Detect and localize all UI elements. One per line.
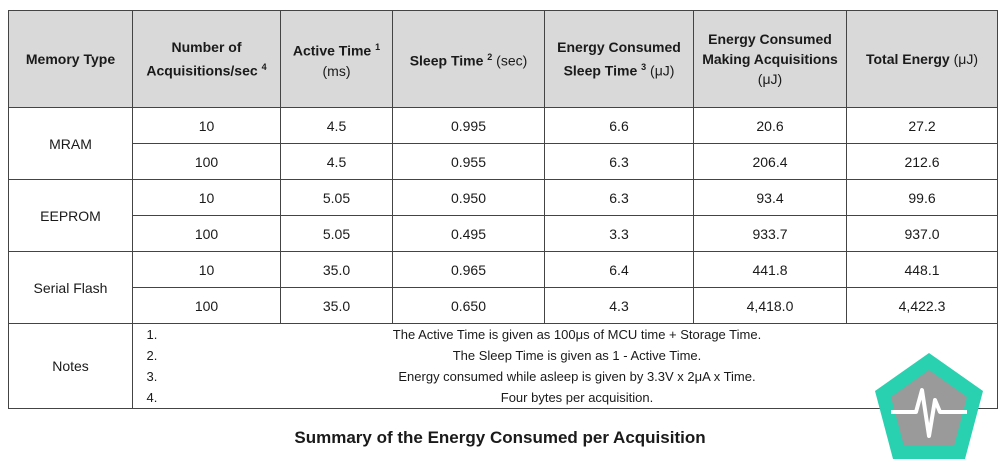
table-cell: 10: [132, 107, 281, 144]
table-cell: 5.05: [280, 215, 393, 252]
table-row: 100 5.05 0.495 3.3 933.7 937.0: [9, 215, 998, 252]
table-cell: 0.965: [392, 251, 545, 288]
table-row: Serial Flash 10 35.0 0.965 6.4 441.8 448.1: [8, 251, 998, 324]
table-cell: 6.4: [544, 251, 694, 288]
table-cell: 0.995: [392, 107, 545, 144]
note-item: Energy consumed while asleep is given by…: [161, 366, 993, 387]
table-cell: 6.6: [544, 107, 694, 144]
header-sleep-time: Sleep Time 2 (sec): [392, 10, 545, 108]
header-active-time: Active Time 1 (ms): [280, 10, 393, 108]
table-cell: 10: [132, 179, 281, 216]
table-cell: 93.4: [693, 179, 847, 216]
table-caption: Summary of the Energy Consumed per Acqui…: [294, 428, 706, 447]
table-cell: 27.2: [846, 107, 998, 144]
energy-table: Memory Type Number of Acquisitions/sec 4…: [8, 10, 998, 409]
table-cell: 10: [132, 251, 281, 288]
table-cell: 0.650: [392, 287, 545, 324]
table-cell: 0.495: [392, 215, 545, 252]
note-item: The Sleep Time is given as 1 - Active Ti…: [161, 345, 993, 366]
table-cell: 0.950: [392, 179, 545, 216]
header-memory-type: Memory Type: [8, 10, 133, 108]
header-acquisitions: Number of Acquisitions/sec 4: [132, 10, 281, 108]
memory-type-cell: EEPROM: [8, 179, 133, 252]
table-cell: 5.05: [280, 179, 393, 216]
notes-row: Notes The Active Time is given as 100μs o…: [8, 323, 998, 409]
notes-cell: The Active Time is given as 100μs of MCU…: [132, 323, 998, 409]
table-cell: 3.3: [544, 215, 694, 252]
table-cell: 448.1: [846, 251, 998, 288]
table-cell: 933.7: [693, 215, 847, 252]
table-cell: 4,418.0: [693, 287, 847, 324]
heartbeat-pentagon-icon: [875, 353, 983, 459]
table-cell: 4.3: [544, 287, 694, 324]
table-cell: 100: [132, 143, 281, 180]
note-item: The Active Time is given as 100μs of MCU…: [161, 324, 993, 345]
table-row: MRAM 10 4.5 0.995 6.6 20.6 27.2: [8, 107, 998, 180]
header-row: Memory Type Number of Acquisitions/sec 4…: [8, 10, 998, 108]
table-cell: 20.6: [693, 107, 847, 144]
notes-label: Notes: [8, 323, 133, 409]
table-cell: 4,422.3: [846, 287, 998, 324]
header-energy-sleep: Energy Consumed Sleep Time 3 (μJ): [544, 10, 694, 108]
table-cell: 100: [132, 215, 281, 252]
table-cell: 4.5: [280, 107, 393, 144]
logo-pulse-line: [891, 388, 967, 438]
table-row: EEPROM 10 5.05 0.950 6.3 93.4 99.6: [8, 179, 998, 252]
memory-type-cell: Serial Flash: [8, 251, 133, 324]
table-cell: 441.8: [693, 251, 847, 288]
table-cell: 212.6: [846, 143, 998, 180]
table-cell: 35.0: [280, 287, 393, 324]
table-cell: 35.0: [280, 251, 393, 288]
table-cell: 0.955: [392, 143, 545, 180]
table-cell: 6.3: [544, 143, 694, 180]
logo-inner-pentagon: [891, 370, 967, 446]
table-row: 100 35.0 0.650 4.3 4,418.0 4,422.3: [9, 287, 998, 324]
header-energy-acquisitions: Energy Consumed Making Acquisitions (μJ): [693, 10, 847, 108]
memory-type-cell: MRAM: [8, 107, 133, 180]
table-cell: 100: [132, 287, 281, 324]
note-item: Four bytes per acquisition.: [161, 387, 993, 408]
table-cell: 206.4: [693, 143, 847, 180]
table-cell: 99.6: [846, 179, 998, 216]
header-total-energy: Total Energy (μJ): [846, 10, 998, 108]
notes-list: The Active Time is given as 100μs of MCU…: [137, 324, 993, 408]
table-cell: 4.5: [280, 143, 393, 180]
table-cell: 937.0: [846, 215, 998, 252]
table-row: 100 4.5 0.955 6.3 206.4 212.6: [9, 143, 998, 180]
table-cell: 6.3: [544, 179, 694, 216]
